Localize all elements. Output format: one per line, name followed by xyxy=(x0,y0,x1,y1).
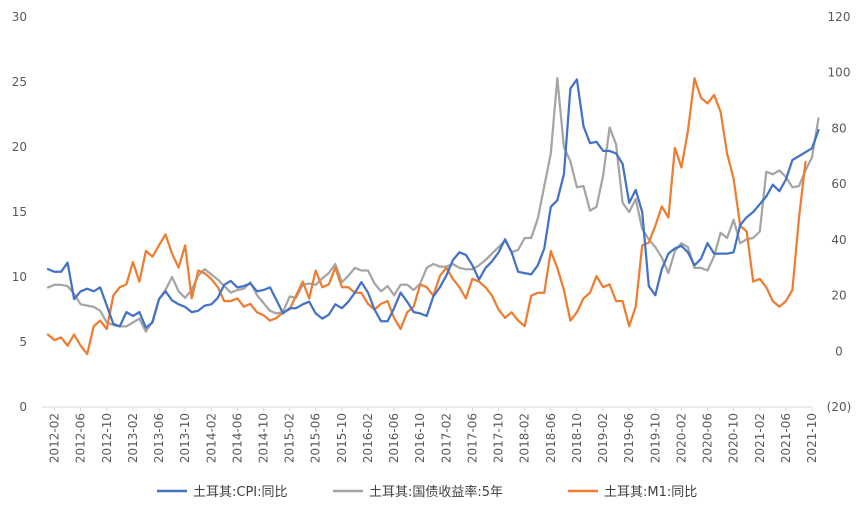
x-tick-label: 2014-10 xyxy=(256,413,270,463)
left-tick-label: 5 xyxy=(19,335,27,349)
x-tick-label: 2021-10 xyxy=(805,413,819,463)
series-line-1 xyxy=(46,76,820,333)
x-tick-label: 2018-06 xyxy=(544,413,558,463)
x-tick-label: 2015-02 xyxy=(283,413,297,463)
right-tick-label: 60 xyxy=(831,177,846,191)
legend-label: 土耳其:国债收益率:5年 xyxy=(369,484,503,500)
right-tick-label: 0 xyxy=(835,344,843,358)
x-tick-label: 2012-02 xyxy=(48,413,62,463)
x-tick-label: 2017-06 xyxy=(465,413,479,463)
x-tick-label: 2020-10 xyxy=(727,413,741,463)
x-tick-label: 2019-06 xyxy=(622,413,636,463)
x-tick-label: 2016-10 xyxy=(413,413,427,463)
legend: 土耳其:CPI:同比 土耳其:国债收益率:5年 土耳其:M1:同比 xyxy=(157,484,697,500)
x-tick-label: 2015-10 xyxy=(335,413,349,463)
left-tick-label: 0 xyxy=(19,400,27,414)
x-tick-label: 2021-02 xyxy=(753,413,767,463)
x-tick-label: 2020-06 xyxy=(701,413,715,463)
x-tick-label: 2017-10 xyxy=(492,413,506,463)
x-tick-label: 2012-06 xyxy=(74,413,88,463)
series-line-0 xyxy=(46,78,820,329)
x-tick-label: 2012-10 xyxy=(100,413,114,463)
left-tick-label: 15 xyxy=(12,205,27,219)
left-tick-label: 25 xyxy=(12,75,27,89)
left-tick-label: 20 xyxy=(12,140,27,154)
x-tick-label: 2013-06 xyxy=(152,413,166,463)
x-tick-label: 2021-06 xyxy=(779,413,793,463)
x-tick-label: 2014-06 xyxy=(230,413,244,463)
x-tick-label: 2019-02 xyxy=(596,413,610,463)
x-tick-label: 2016-02 xyxy=(361,413,375,463)
right-tick-label: 20 xyxy=(831,289,846,303)
x-tick-label: 2019-10 xyxy=(648,413,662,463)
right-tick-label: 100 xyxy=(828,66,851,80)
x-tick-label: 2018-10 xyxy=(570,413,584,463)
legend-label: 土耳其:CPI:同比 xyxy=(193,485,288,500)
series-line-2 xyxy=(46,77,807,356)
x-tick-label: 2018-02 xyxy=(518,413,532,463)
right-axis: (20) 0 20 40 60 80 100 120 xyxy=(827,10,852,414)
x-tick-label: 2014-02 xyxy=(204,413,218,463)
x-axis: 2012-02 2012-06 2012-10 2013-02 2013-06 2013-… xyxy=(48,407,819,463)
right-tick-label: 40 xyxy=(831,233,846,247)
right-tick-label: 120 xyxy=(828,10,851,24)
x-tick-label: 2013-10 xyxy=(178,413,192,463)
right-tick-label: (20) xyxy=(827,400,852,414)
x-tick-label: 2020-02 xyxy=(674,413,688,463)
left-axis: 0 5 10 15 20 25 30 xyxy=(12,10,27,414)
x-tick-label: 2017-02 xyxy=(439,413,453,463)
plot-lines xyxy=(46,76,820,356)
x-tick-label: 2016-06 xyxy=(387,413,401,463)
x-tick-label: 2015-06 xyxy=(309,413,323,463)
left-tick-label: 10 xyxy=(12,270,27,284)
x-tick-label: 2013-02 xyxy=(126,413,140,463)
left-tick-label: 30 xyxy=(12,10,27,24)
legend-label: 土耳其:M1:同比 xyxy=(604,485,697,500)
right-tick-label: 80 xyxy=(831,121,846,135)
